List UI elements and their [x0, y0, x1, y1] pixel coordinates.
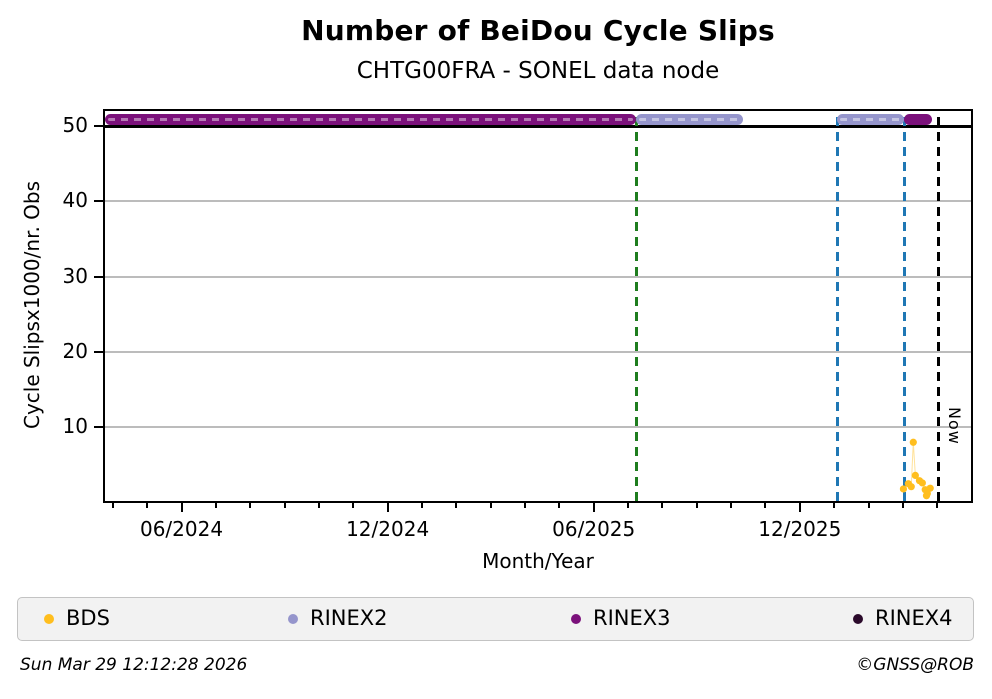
x-tick-label: 12/2024	[346, 517, 430, 541]
x-minor-tick	[627, 503, 630, 508]
y-tick-label: 20	[62, 338, 88, 363]
green-event-line	[634, 117, 638, 501]
bds-data-point	[907, 483, 915, 491]
y-gridline	[105, 350, 971, 353]
legend-label: RINEX2	[310, 606, 388, 630]
x-minor-tick	[455, 503, 458, 508]
bds-series	[899, 438, 934, 500]
availability-bar-rinex2	[636, 113, 744, 125]
y-tick	[94, 200, 103, 203]
generation-timestamp: Sun Mar 29 12:12:28 2026	[20, 655, 248, 675]
chart-title: Number of BeiDou Cycle Slips	[301, 14, 775, 47]
x-minor-tick	[661, 503, 664, 508]
x-tick-label: 12/2025	[758, 517, 842, 541]
y-gridline	[105, 275, 971, 278]
legend: BDS RINEX2 RINEX3 RINEX4	[17, 597, 974, 641]
y-tick-label: 40	[62, 188, 88, 213]
bar-dash-overlay	[840, 117, 902, 121]
y-tick	[94, 426, 103, 429]
y-gridline	[105, 426, 971, 429]
y-tick	[94, 125, 103, 128]
x-axis-label: Month/Year	[482, 549, 594, 573]
x-minor-tick	[524, 503, 527, 508]
x-minor-tick	[833, 503, 836, 508]
x-major-tick	[180, 503, 183, 512]
chart-subtitle: CHTG00FRA - SONEL data node	[356, 58, 720, 84]
x-minor-tick	[249, 503, 252, 508]
blue-event-line-1	[835, 117, 839, 501]
x-minor-tick	[214, 503, 217, 508]
y-tick-label: 50	[62, 113, 88, 138]
bds-dot-icon	[44, 613, 54, 624]
rinex3-dot-icon	[571, 613, 581, 624]
legend-item-bds: BDS	[44, 598, 110, 639]
plot-area: Now	[103, 109, 973, 503]
x-minor-tick	[420, 503, 423, 508]
x-minor-tick	[867, 503, 870, 508]
bar-dash-overlay	[108, 117, 634, 121]
x-minor-tick	[352, 503, 355, 508]
y-tick	[94, 350, 103, 353]
bds-data-point	[923, 489, 931, 498]
legend-item-rinex3: RINEX3	[571, 598, 671, 639]
plot-inner: Now	[105, 111, 971, 501]
legend-label: RINEX3	[593, 606, 671, 630]
x-minor-tick	[901, 503, 904, 508]
x-minor-tick	[111, 503, 114, 508]
x-minor-tick	[764, 503, 767, 508]
y-tick-label: 30	[62, 263, 88, 288]
legend-label: BDS	[66, 606, 110, 630]
availability-bar-rinex3	[105, 113, 637, 125]
x-minor-tick	[283, 503, 286, 508]
x-minor-tick	[936, 503, 939, 508]
now-label: Now	[945, 407, 965, 445]
y-axis-label: Cycle Slipsx1000/nr. Obs	[20, 180, 44, 430]
x-minor-tick	[730, 503, 733, 508]
x-tick-label: 06/2024	[139, 517, 224, 541]
x-minor-tick	[558, 503, 561, 508]
x-minor-tick	[489, 503, 492, 508]
rinex4-dot-icon	[853, 613, 863, 624]
credit: ©GNSS@ROB	[856, 655, 974, 675]
now-line	[936, 117, 940, 501]
x-major-tick	[386, 503, 389, 512]
x-minor-tick	[695, 503, 698, 508]
rinex2-dot-icon	[288, 613, 298, 624]
x-tick-label: 06/2025	[552, 517, 636, 541]
x-major-tick	[798, 503, 801, 512]
blue-event-line-2	[902, 117, 906, 501]
legend-label: RINEX4	[875, 606, 953, 630]
y-tick	[94, 275, 103, 278]
legend-item-rinex4: RINEX4	[853, 598, 953, 639]
availability-bar-rinex3	[904, 113, 933, 125]
x-minor-tick	[146, 503, 149, 508]
bds-data-point	[911, 471, 919, 480]
x-major-tick	[592, 503, 595, 512]
bds-data-point	[899, 485, 908, 493]
availability-bar-rinex2	[837, 113, 905, 125]
bar-dash-overlay	[639, 117, 741, 121]
reference-line-50	[105, 124, 971, 128]
legend-item-rinex2: RINEX2	[288, 598, 388, 639]
bds-data-point	[926, 484, 934, 492]
y-tick-label: 10	[62, 414, 88, 439]
x-minor-tick	[317, 503, 320, 508]
y-gridline	[105, 200, 971, 203]
bds-data-point	[909, 438, 917, 446]
bds-data-point	[918, 479, 926, 487]
